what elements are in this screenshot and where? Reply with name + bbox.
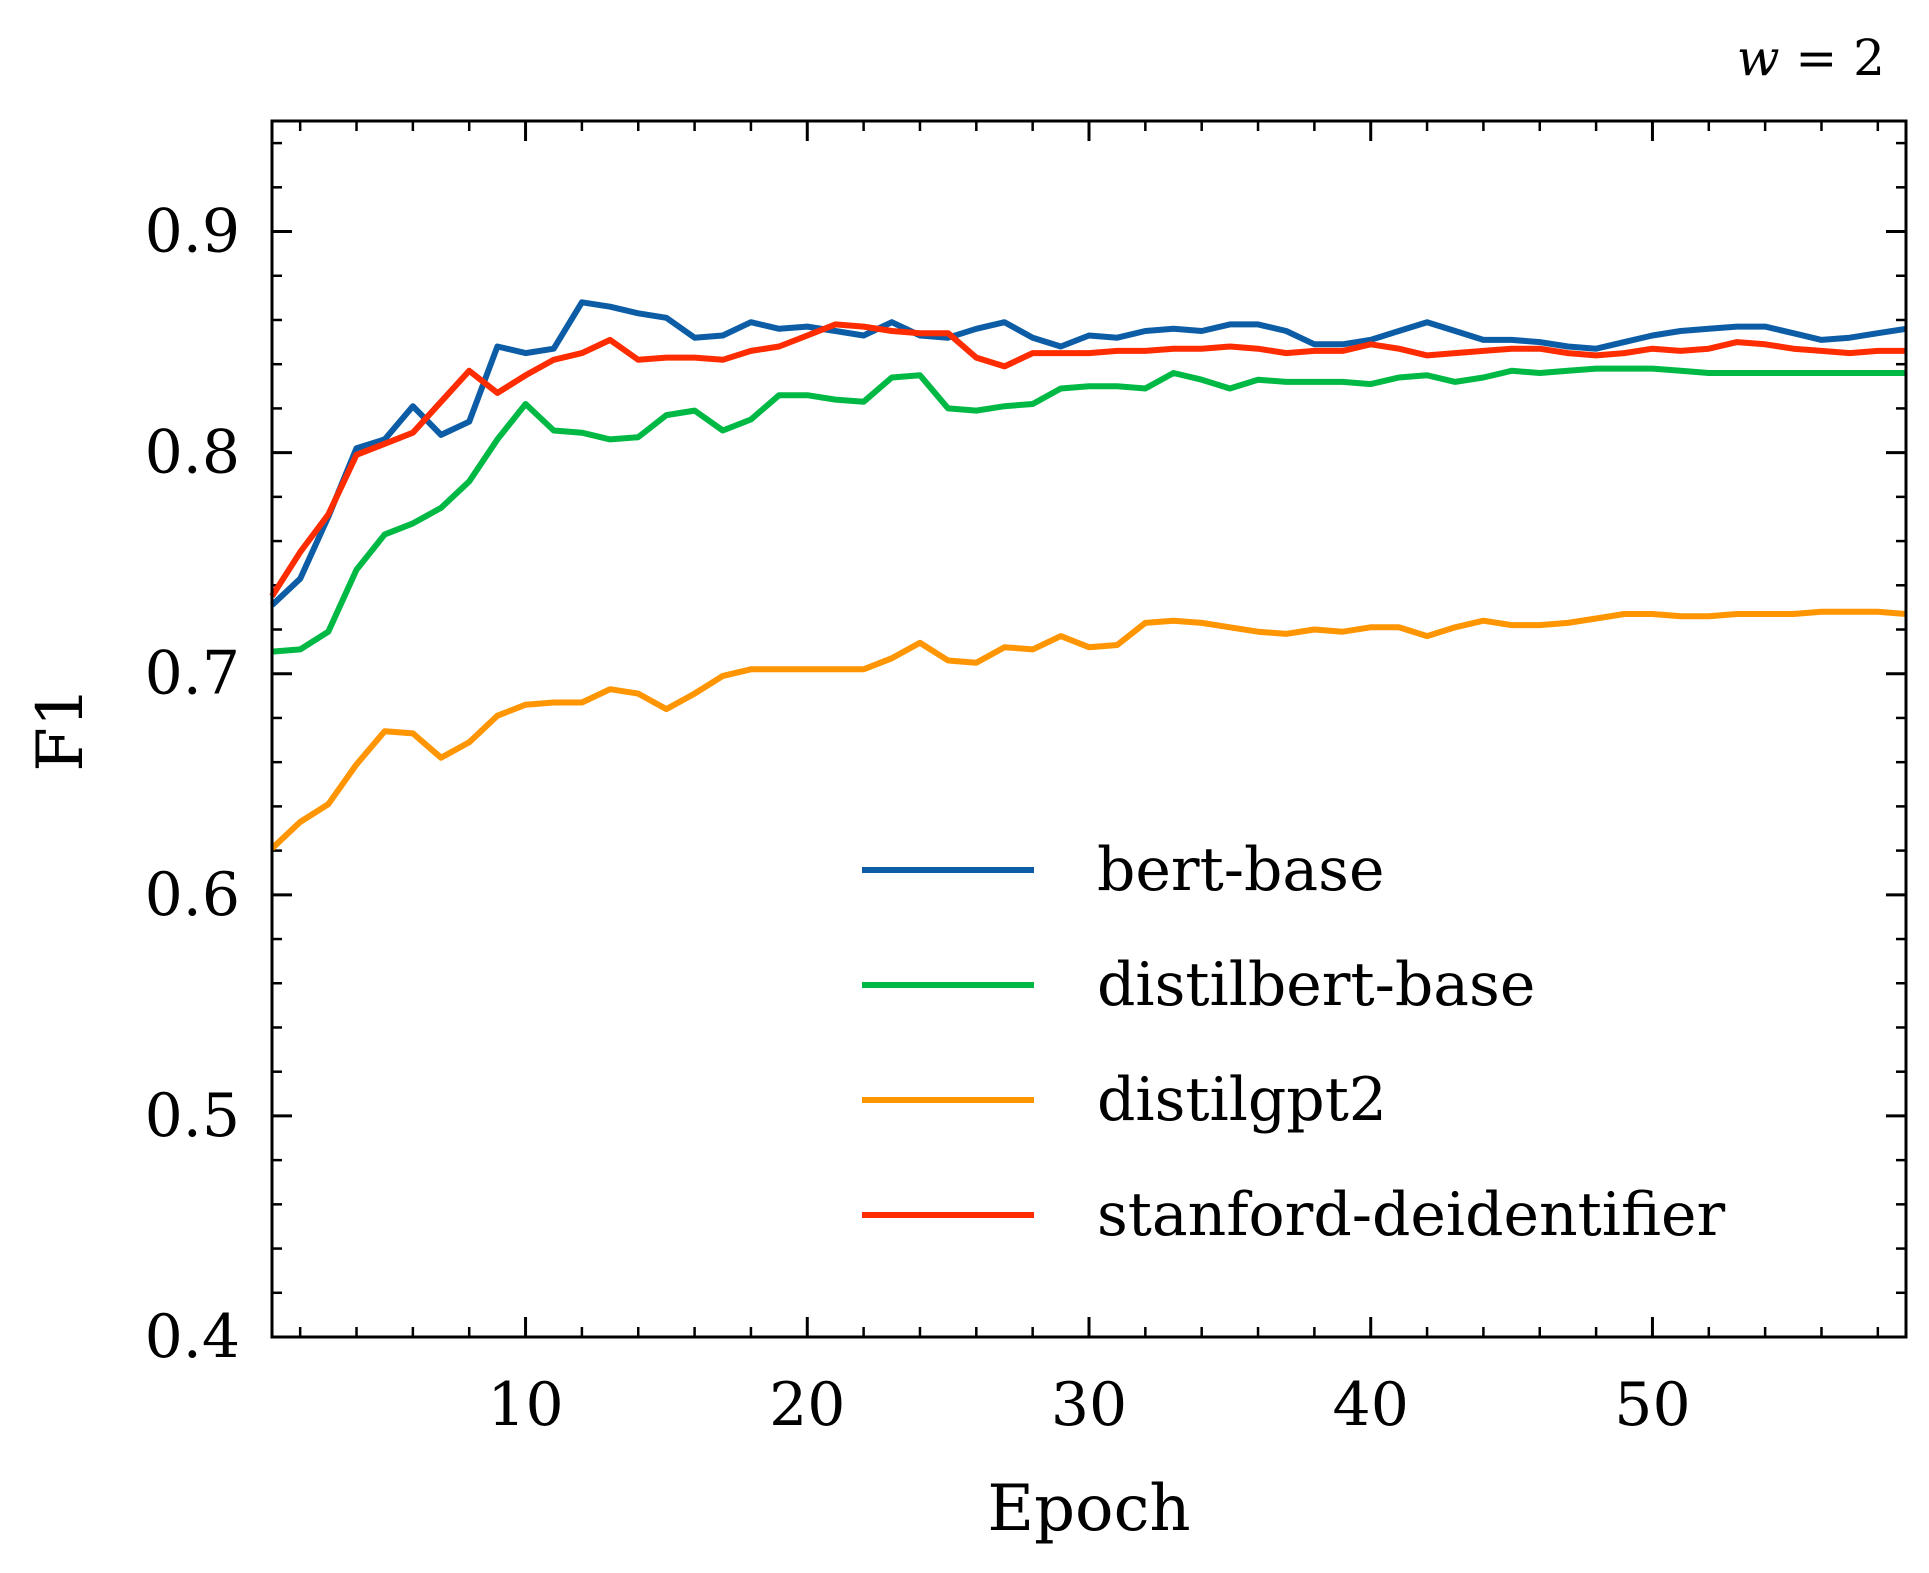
x-axis-label: Epoch <box>987 1472 1190 1546</box>
annotation-value: = 2 <box>1780 29 1886 87</box>
series-line-distilbert-base <box>271 365 1906 655</box>
chart-annotation: w = 2 <box>1737 29 1885 87</box>
legend-label: stanford-deidentifier <box>1097 1180 1726 1250</box>
legend-label: distilgpt2 <box>1097 1065 1387 1135</box>
legend: bert-base distilbert-base distilgpt2 stanfo… <box>862 835 1726 1250</box>
series-line-bert-base <box>269 299 1907 608</box>
y-axis-label: F1 <box>24 686 98 771</box>
legend-label: distilbert-base <box>1097 950 1535 1020</box>
x-tick-label: 40 <box>1333 1370 1409 1440</box>
y-tick-label: 0.4 <box>145 1302 240 1372</box>
y-tick-label: 0.8 <box>145 418 240 488</box>
axes-ticks <box>272 121 1906 1339</box>
y-tick-label: 0.5 <box>145 1081 240 1151</box>
series-lines <box>269 299 1907 851</box>
series-line-stanford-deidentifier <box>269 321 1906 598</box>
tick-labels: 10 20 30 40 50 0.4 0.5 0.6 0.7 0.8 0.9 <box>145 197 1691 1440</box>
x-tick-label: 50 <box>1614 1370 1690 1440</box>
series-line-distilgpt2 <box>269 608 1907 851</box>
y-tick-label: 0.6 <box>145 860 240 930</box>
y-tick-label: 0.9 <box>145 197 240 267</box>
annotation-variable: w <box>1737 29 1780 87</box>
y-tick-label: 0.7 <box>145 639 240 709</box>
legend-label: bert-base <box>1097 835 1384 905</box>
x-tick-label: 20 <box>769 1370 845 1440</box>
x-tick-label: 30 <box>1051 1370 1127 1440</box>
axes-frame <box>270 119 1908 1339</box>
x-tick-label: 10 <box>487 1370 563 1440</box>
